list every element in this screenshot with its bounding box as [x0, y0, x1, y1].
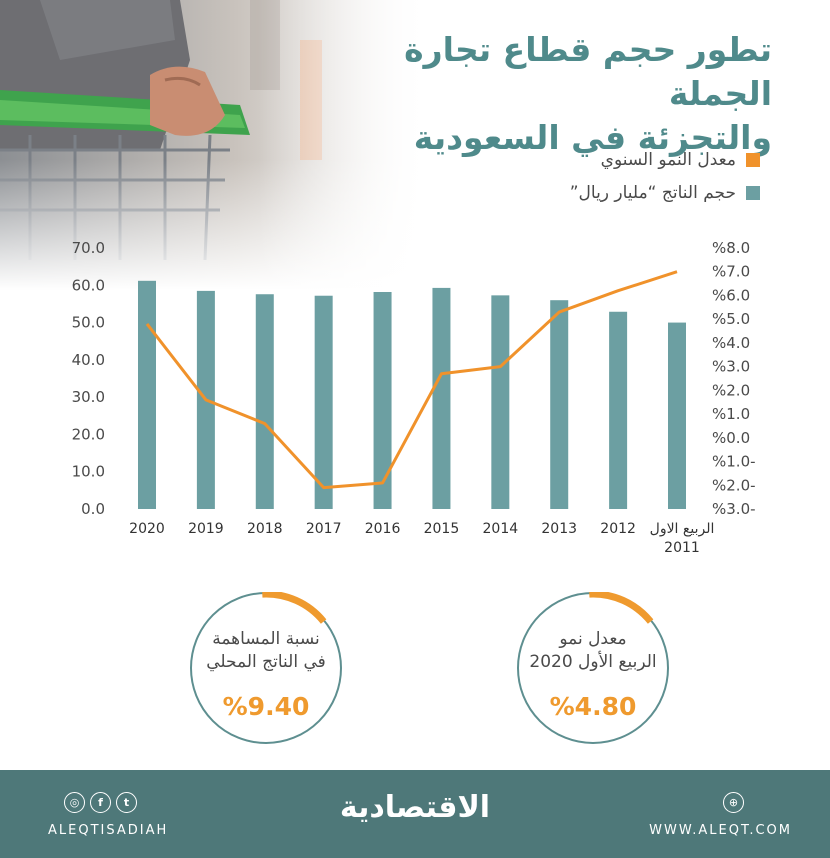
stat-arc-contribution — [262, 592, 327, 624]
y-right-tick-label: %2.0- — [712, 476, 756, 494]
stat-value-growth: %4.80 — [549, 692, 637, 721]
bar — [550, 300, 569, 509]
y-left-tick-label: 10.0 — [72, 463, 105, 481]
title-line-1: تطور حجم قطاع تجارة الجملة — [404, 30, 772, 113]
x-tick-label: 2020 — [129, 521, 165, 537]
y-left-tick-label: 70.0 — [72, 239, 105, 257]
stat-label-line1: معدل نمو — [559, 629, 627, 649]
y-right-tick-label: %1.0 — [712, 405, 750, 423]
bar — [491, 295, 510, 509]
stat-label-line2: الربيع الأول 2020 — [529, 652, 657, 672]
combo-chart: 0.0 10.0 20.0 30.0 40.0 50.0 60.0 70.0 %3.0- %2.0… — [72, 239, 756, 556]
y-left-tick-label: 40.0 — [72, 351, 105, 369]
stat-label-line2: في الناتج المحلي — [206, 652, 326, 672]
x-tick-label: الربيع الاول 2011 — [650, 521, 715, 556]
x-tick-label: 2017 — [306, 521, 342, 537]
bar — [255, 294, 274, 509]
bar — [373, 291, 392, 509]
y-right-tick-label: %7.0 — [712, 263, 750, 281]
y-left-tick-label: 60.0 — [72, 276, 105, 294]
growth-line — [145, 270, 678, 490]
legend-label-growth: معدل النمو السنوي — [600, 150, 736, 170]
legend-swatch-volume — [746, 186, 760, 200]
legend-swatch-growth — [746, 153, 760, 167]
x-tick-label: 2019 — [188, 521, 224, 537]
y-right-tick-label: %3.0 — [712, 358, 750, 376]
y-left-tick-label: 50.0 — [72, 314, 105, 332]
x-tick-label: 2015 — [424, 521, 460, 537]
brand-logo: الاقتصادية — [339, 790, 491, 825]
x-tick-label: 2013 — [541, 521, 577, 537]
x-tick-label: 2012 — [600, 521, 636, 537]
social-handle[interactable]: ALEQTISADIAH — [48, 823, 169, 838]
bar — [138, 280, 156, 509]
stat-label-line1: نسبة المساهمة — [212, 629, 320, 649]
x-tick-label: 2016 — [365, 521, 401, 537]
globe-icon[interactable]: ⊕ — [723, 792, 744, 813]
y-right-tick-label: %1.0- — [712, 453, 756, 471]
instagram-icon[interactable]: ◎ — [64, 792, 85, 813]
stat-label-contribution: نسبة المساهمة في الناتج المحلي — [192, 628, 340, 674]
y-right-tick-label: %2.0 — [712, 381, 750, 399]
bar — [609, 311, 628, 509]
y-right-tick-label: %0.0 — [712, 429, 750, 447]
footer: ◎ f t ALEQTISADIAH الاقتصادية ⊕ WWW.ALEQ… — [0, 770, 830, 858]
legend-label-volume: حجم الناتج “مليار ريال” — [569, 183, 736, 203]
stat-arc-growth — [589, 592, 654, 624]
facebook-icon[interactable]: f — [90, 792, 111, 813]
bar — [432, 287, 451, 509]
x-tick-label: 2018 — [247, 521, 283, 537]
website-link[interactable]: WWW.ALEQT.COM — [649, 823, 792, 838]
legend-item-volume: حجم الناتج “مليار ريال” — [570, 179, 760, 207]
stat-contribution: نسبة المساهمة في الناتج المحلي %9.40 — [190, 592, 342, 744]
header-photo — [0, 0, 430, 290]
y-left-tick-label: 20.0 — [72, 425, 105, 443]
chart-title: تطور حجم قطاع تجارة الجملة والتجزئة في ا… — [312, 28, 772, 160]
bar — [668, 322, 686, 509]
y-right-tick-label: %3.0- — [712, 500, 756, 518]
y-right-tick-label: %8.0 — [712, 239, 750, 257]
stat-value-contribution: %9.40 — [222, 692, 310, 721]
stat-growth-q1: معدل نمو الربيع الأول 2020 %4.80 — [517, 592, 669, 744]
social-icons: ◎ f t — [64, 792, 142, 813]
bar — [314, 295, 333, 509]
twitter-icon[interactable]: t — [116, 792, 137, 813]
y-right-tick-label: %4.0 — [712, 334, 750, 352]
legend: معدل النمو السنوي حجم الناتج “مليار ريال… — [570, 146, 760, 212]
x-tick-label: 2014 — [483, 521, 519, 537]
legend-item-growth: معدل النمو السنوي — [570, 146, 760, 174]
y-left-tick-label: 0.0 — [81, 500, 105, 518]
stat-label-growth: معدل نمو الربيع الأول 2020 — [519, 628, 667, 674]
y-left-tick-label: 30.0 — [72, 388, 105, 406]
y-right-tick-label: %5.0 — [712, 310, 750, 328]
title-line-2: والتجزئة في السعودية — [413, 118, 772, 157]
y-right-tick-label: %6.0 — [712, 286, 750, 304]
